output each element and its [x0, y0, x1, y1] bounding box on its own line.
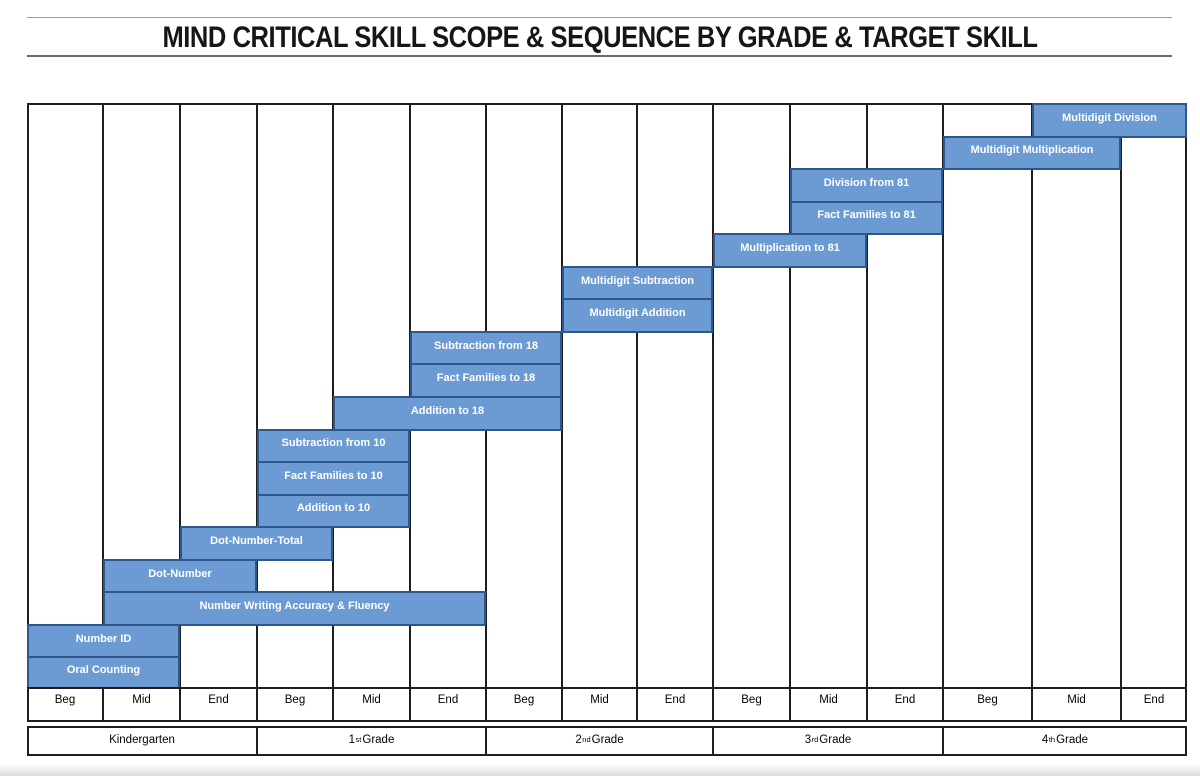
period-label-cell: End: [664, 694, 686, 706]
period-label-cell: Beg: [284, 694, 306, 706]
grade-axis-divider: [712, 726, 714, 756]
period-axis-divider: [256, 687, 258, 722]
grid-column-line: [1031, 103, 1033, 689]
skill-bar: Subtraction from 10: [257, 428, 410, 464]
period-label-cell: Mid: [362, 694, 381, 706]
skill-bar-label: Addition to 18: [410, 404, 485, 417]
title-bottom-rule: [27, 55, 1172, 57]
grade-axis-divider: [485, 726, 487, 756]
skill-bar: Number ID: [27, 623, 180, 659]
skill-bar: Multidigit Subtraction: [562, 265, 713, 301]
period-label-cell: End: [437, 694, 459, 706]
period-axis-divider: [942, 687, 944, 722]
period-axis-divider: [102, 687, 104, 722]
grid-column-line: [789, 103, 791, 689]
skill-bar-label: Multidigit Addition: [589, 307, 686, 320]
grid-column-line: [866, 103, 868, 689]
skill-bar-label: Fact Families to 10: [284, 469, 383, 482]
period-axis-divider: [636, 687, 638, 722]
skill-bar-label: Fact Families to 81: [817, 209, 916, 222]
grid-column-line: [712, 103, 714, 689]
skill-bar: Multidigit Addition: [562, 298, 713, 333]
skill-bar-label: Number Writing Accuracy & Fluency: [199, 600, 390, 613]
skill-bar: Number Writing Accuracy & Fluency: [103, 591, 486, 626]
period-label-cell: Mid: [819, 694, 838, 706]
period-axis-divider: [712, 687, 714, 722]
period-axis-divider: [866, 687, 868, 722]
grade-axis-divider: [942, 726, 944, 756]
period-label-cell: End: [1143, 694, 1165, 706]
skill-bar-label: Division from 81: [823, 176, 910, 189]
skill-bar: Dot-Number: [103, 558, 257, 594]
grid-column-line: [256, 103, 258, 689]
grade-axis-row: [27, 726, 1187, 756]
grade-axis-divider: [256, 726, 258, 756]
period-label-cell: End: [894, 694, 916, 706]
skill-bar-label: Multiplication to 81: [740, 241, 840, 254]
skill-bar: Oral Counting: [27, 656, 180, 689]
skill-bar-label: Multidigit Division: [1062, 111, 1157, 124]
skill-bar: Addition to 18: [333, 396, 562, 431]
skill-bar: Fact Families to 81: [790, 200, 943, 236]
skill-bar-label: Dot-Number-Total: [210, 534, 303, 547]
grid-column-line: [179, 103, 181, 689]
period-axis-divider: [179, 687, 181, 722]
skill-bar: Multidigit Division: [1032, 103, 1187, 138]
period-label-cell: Beg: [977, 694, 998, 706]
period-axis-row: [27, 687, 1187, 722]
period-axis-divider: [1031, 687, 1033, 722]
grid-column-line: [102, 103, 104, 689]
skill-bar-label: Subtraction from 18: [434, 339, 538, 352]
grid-column-line: [636, 103, 638, 689]
period-label-cell: Beg: [513, 694, 535, 706]
skill-bar: Dot-Number-Total: [180, 526, 333, 561]
skill-bar-label: Addition to 10: [296, 502, 371, 515]
skill-bar-label: Multidigit Subtraction: [580, 274, 695, 287]
period-label-cell: Beg: [741, 694, 762, 706]
period-axis-divider: [789, 687, 791, 722]
period-axis-divider: [1120, 687, 1122, 722]
period-axis-divider: [485, 687, 487, 722]
period-label-cell: End: [208, 694, 229, 706]
skill-bar: Subtraction from 18: [410, 330, 562, 366]
page-bottom-shadow: [0, 764, 1200, 776]
skill-bar: Fact Families to 18: [410, 363, 562, 398]
skill-bar-label: Multidigit Multiplication: [970, 144, 1094, 157]
period-label-cell: Mid: [132, 694, 151, 706]
skill-bar-label: Number ID: [75, 632, 132, 645]
grid-column-line: [942, 103, 944, 689]
skill-bar-label: Fact Families to 18: [436, 372, 536, 385]
period-label-cell: Mid: [590, 694, 609, 706]
grid-column-line: [1120, 103, 1122, 689]
title-top-rule: [27, 17, 1172, 18]
period-axis-divider: [409, 687, 411, 722]
skill-bar: Multidigit Multiplication: [943, 135, 1121, 171]
skill-bar-label: Oral Counting: [66, 664, 141, 677]
skill-bar: Multiplication to 81: [713, 233, 867, 268]
grade-label-cell: Kindergarten: [109, 734, 175, 746]
page-title: MIND CRITICAL SKILL SCOPE & SEQUENCE BY …: [162, 21, 1038, 54]
skill-bar: Division from 81: [790, 168, 943, 203]
period-axis-divider: [332, 687, 334, 722]
skill-bar: Fact Families to 10: [257, 461, 410, 496]
skill-bar-label: Dot-Number: [148, 567, 212, 580]
period-label-cell: Mid: [1067, 694, 1086, 706]
skill-bar-label: Subtraction from 10: [281, 437, 386, 450]
skill-bar: Addition to 10: [257, 493, 410, 529]
period-axis-divider: [561, 687, 563, 722]
grid-column-line: [561, 103, 563, 689]
period-label-cell: Beg: [54, 694, 76, 706]
